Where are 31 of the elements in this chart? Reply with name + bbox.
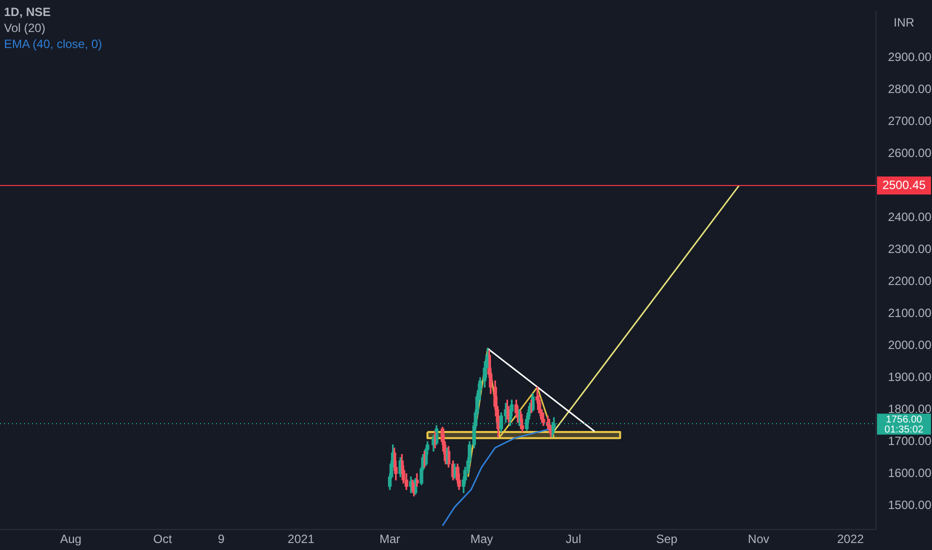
- x-tick-label: Aug: [60, 532, 82, 546]
- y-tick-label: 2400.00: [888, 210, 932, 224]
- chart-title: 1D, NSE: [4, 4, 52, 20]
- y-tick-label: 1500.00: [888, 498, 932, 512]
- ref-line-label: 2500.45: [882, 178, 926, 192]
- y-tick-label: 2100.00: [888, 306, 932, 320]
- y-tick-label: 2900.00: [888, 50, 932, 64]
- y-tick-label: 2600.00: [888, 146, 932, 160]
- x-tick-label: May: [470, 532, 493, 546]
- x-tick-label: Nov: [748, 532, 770, 546]
- x-tick-label: Mar: [380, 532, 400, 546]
- y-tick-label: 1800.00: [888, 402, 932, 416]
- x-tick-label: 2021: [288, 532, 315, 546]
- x-tick-label: 9: [218, 532, 225, 546]
- y-tick-label: 1600.00: [888, 466, 932, 480]
- ref-line-label: 1756.00: [886, 414, 923, 426]
- y-tick-label: 2000.00: [888, 338, 932, 352]
- y-tick-label: 1900.00: [888, 370, 932, 384]
- annotation: Vol (20): [4, 20, 46, 36]
- y-tick-label: 2700.00: [888, 114, 932, 128]
- y-tick-label: 2300.00: [888, 242, 932, 256]
- y-tick-label: 2800.00: [888, 82, 932, 96]
- text: INR: [894, 16, 915, 30]
- x-tick-label: Oct: [153, 532, 173, 546]
- x-tick-label: 2022: [837, 532, 864, 546]
- y-tick-label: 2200.00: [888, 274, 932, 288]
- x-tick-label: Jul: [566, 532, 582, 546]
- text: EMA (40, close, 0): [4, 36, 102, 52]
- text: 01:35:02: [884, 424, 924, 436]
- x-tick-label: Sep: [656, 532, 678, 546]
- y-tick-label: 1700.00: [888, 434, 932, 448]
